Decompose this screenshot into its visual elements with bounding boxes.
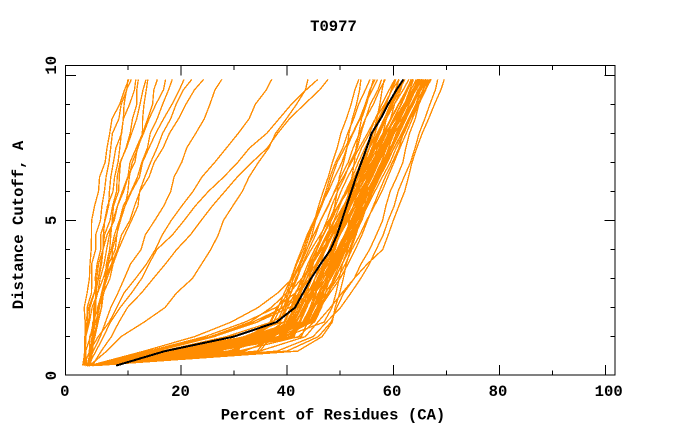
svg-text:10: 10 [43,56,61,75]
svg-text:Distance Cutoff, A: Distance Cutoff, A [10,140,28,309]
svg-text:Percent of Residues (CA): Percent of Residues (CA) [221,407,446,425]
svg-text:5: 5 [43,216,61,225]
svg-text:20: 20 [171,383,190,401]
svg-text:T0977: T0977 [310,18,357,36]
svg-text:40: 40 [277,383,296,401]
svg-text:80: 80 [489,383,508,401]
svg-text:0: 0 [60,383,69,401]
svg-text:0: 0 [43,371,61,380]
svg-text:100: 100 [595,383,623,401]
svg-text:60: 60 [383,383,402,401]
